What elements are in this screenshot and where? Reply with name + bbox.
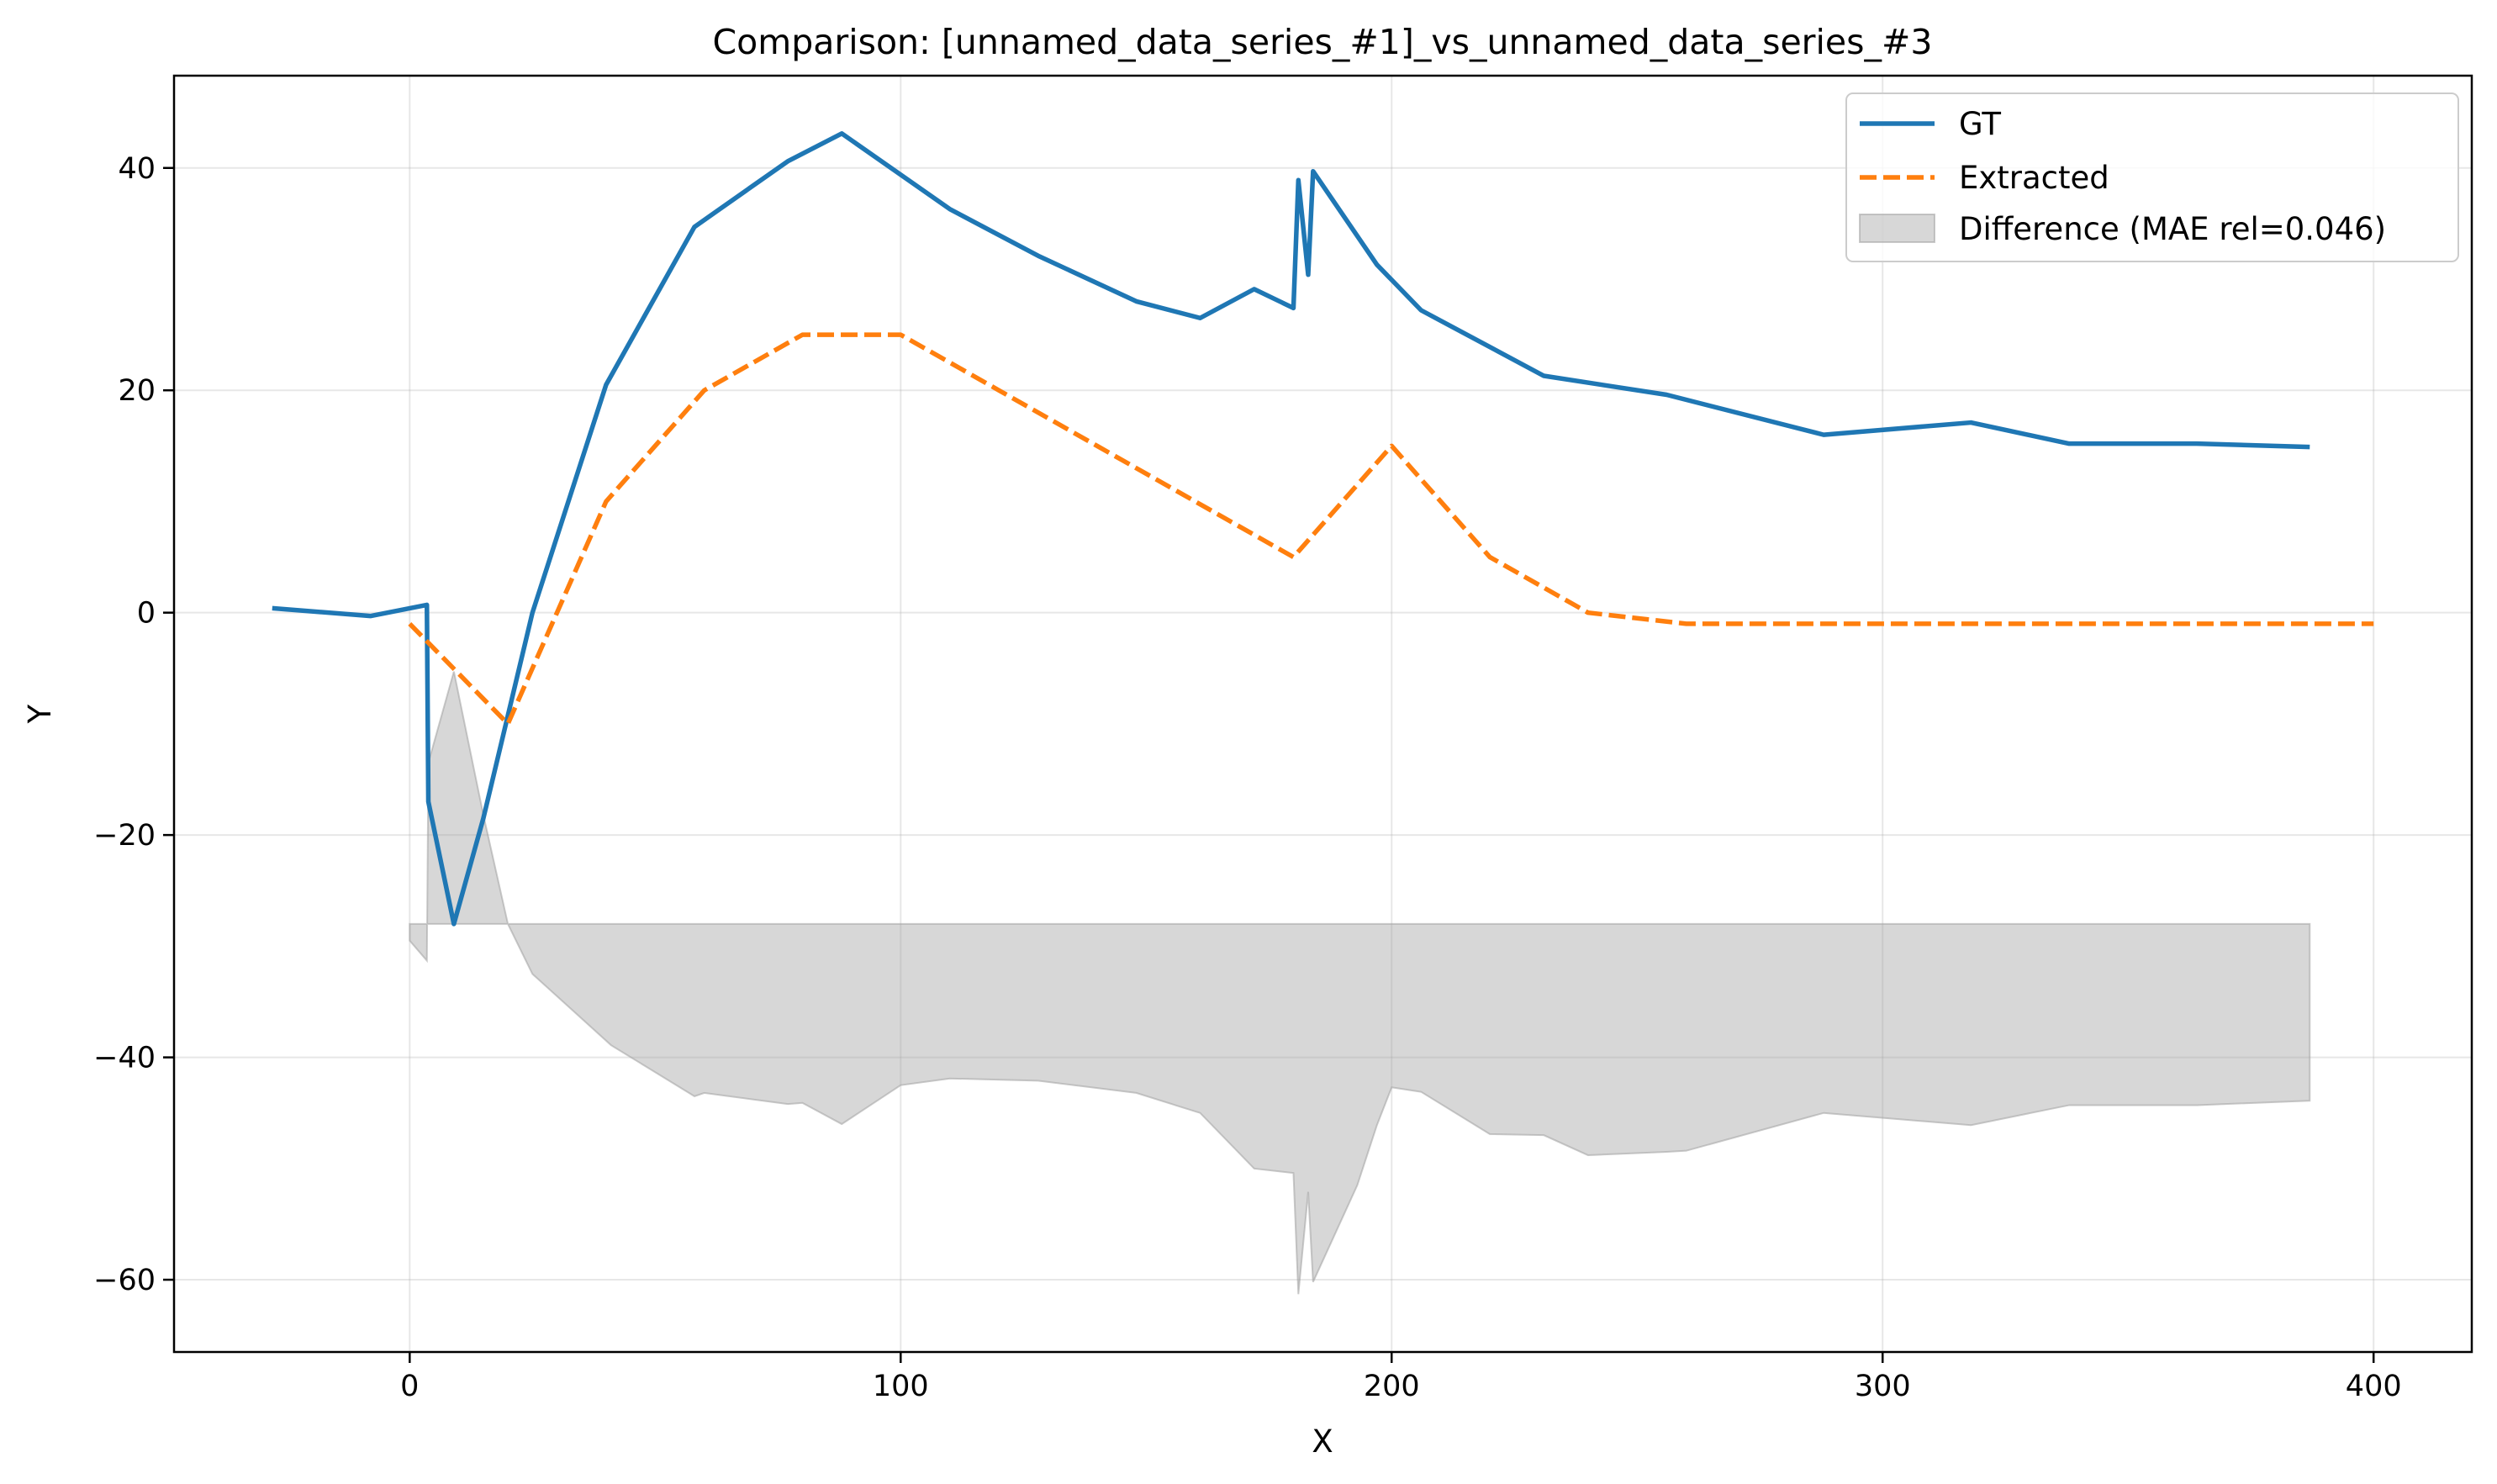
x-tick-label: 100	[873, 1370, 929, 1403]
x-tick-label: 0	[400, 1370, 419, 1403]
x-axis-label: X	[1312, 1423, 1333, 1460]
x-tick-label: 300	[1855, 1370, 1911, 1403]
legend-box	[1845, 92, 2459, 262]
difference-area	[409, 671, 2311, 1295]
series-layer	[272, 131, 2374, 927]
legend-swatch-difference	[1859, 214, 1935, 243]
series-line-extracted	[408, 332, 2374, 726]
chart-title: Comparison: [unnamed_data_series_#1]_vs_…	[713, 22, 1933, 62]
plot-frame	[172, 74, 2473, 1354]
y-tick-label: −40	[93, 1042, 156, 1075]
series-line-gt	[272, 131, 2310, 927]
y-tick-label: −20	[93, 819, 156, 853]
y-tick-label: 0	[137, 597, 156, 631]
y-axis-label: Y	[22, 704, 58, 724]
x-tick-label: 200	[1364, 1370, 1420, 1403]
y-axis-ticks: −60 −40 −20 0 20 40	[93, 152, 174, 1297]
x-tick-label: 400	[2346, 1370, 2402, 1403]
legend-label-gt: GT	[1959, 106, 2001, 142]
x-axis-ticks: 0 100 200 300 400	[400, 1352, 2402, 1403]
legend-label-extracted: Extracted	[1959, 160, 2109, 196]
difference-area-layer	[409, 671, 2311, 1295]
y-tick-label: 20	[118, 374, 156, 408]
legend: GT Extracted Difference (MAE rel=0.046)	[1845, 92, 2459, 262]
y-tick-label: −60	[93, 1264, 156, 1297]
legend-label-difference: Difference (MAE rel=0.046)	[1959, 211, 2386, 247]
y-tick-label: 40	[118, 152, 156, 186]
